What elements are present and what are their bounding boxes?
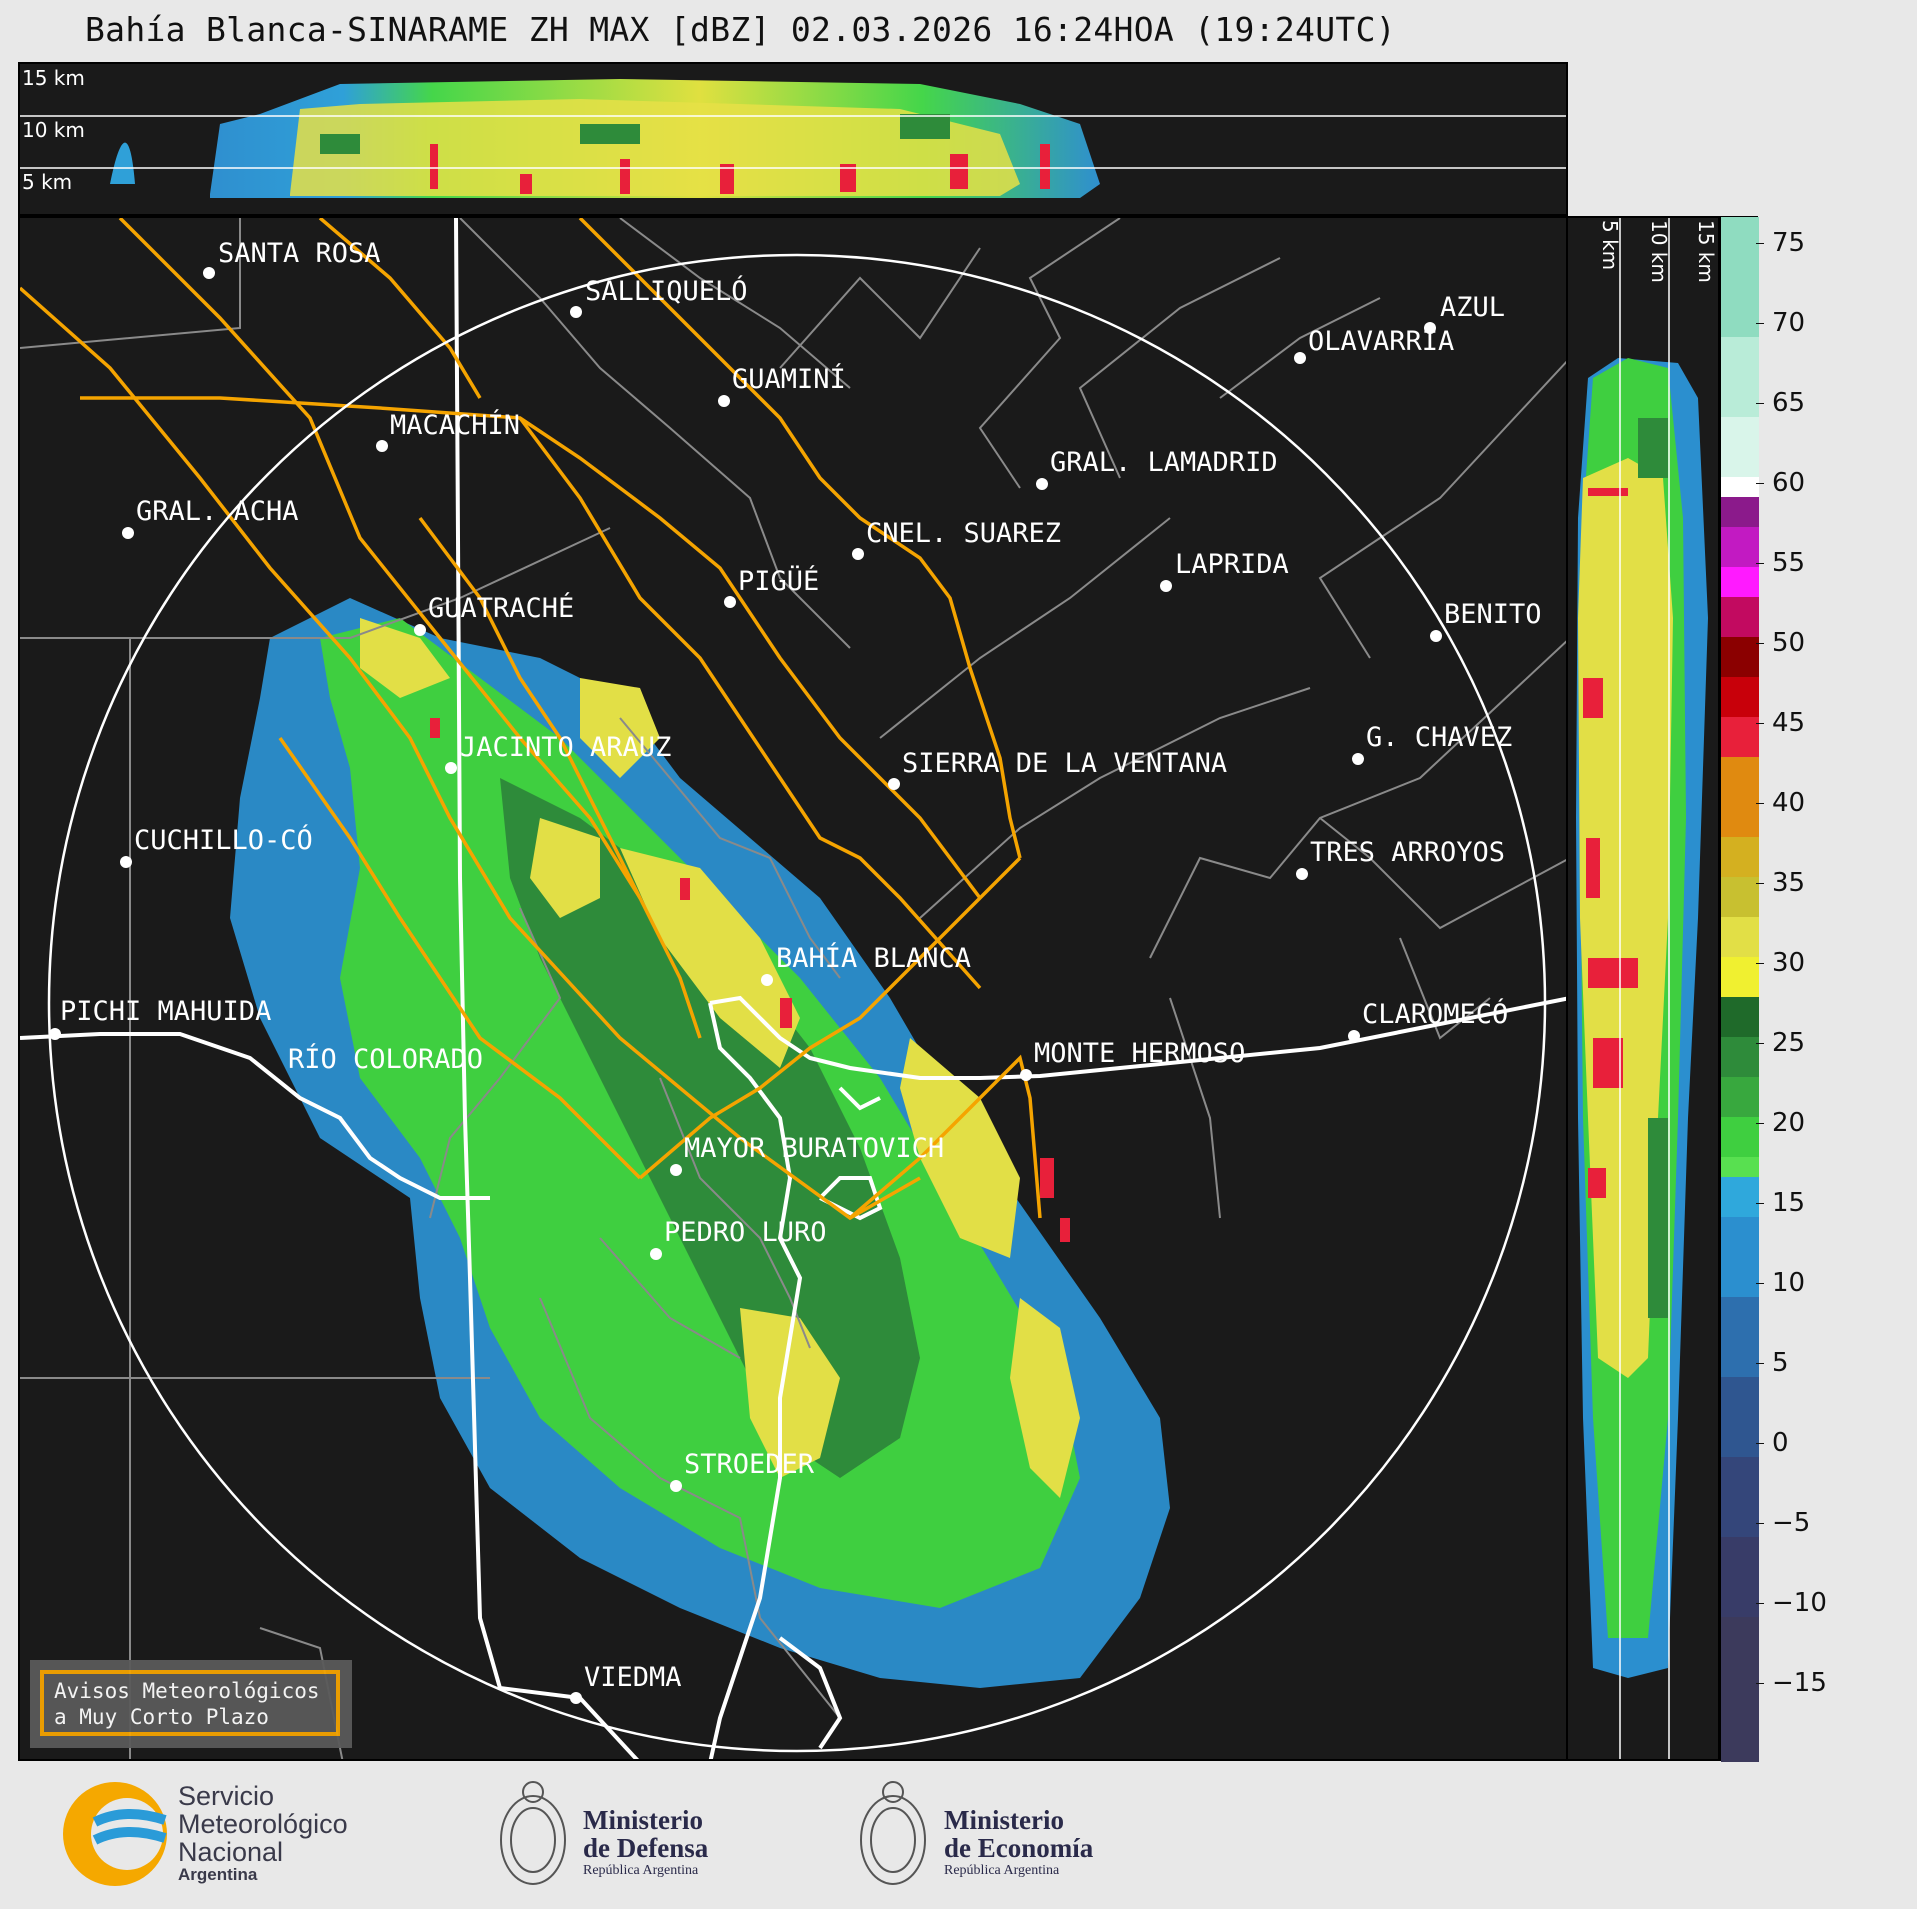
city-label-mayor-buratovich: MAYOR BURATOVICH xyxy=(684,1133,945,1164)
city-label-laprida: LAPRIDA xyxy=(1175,549,1289,580)
city-label-claromeco: CLAROMECÓ xyxy=(1362,999,1509,1030)
colorbar-tick-minus15: −15 xyxy=(1756,1668,1827,1698)
smn-logo-line1: Servicio xyxy=(178,1781,275,1811)
colorbar-tick-5: 5 xyxy=(1756,1348,1789,1378)
city-label-stroeder: STROEDER xyxy=(684,1449,815,1480)
colorbar-tick-minus10: −10 xyxy=(1756,1588,1827,1618)
city-label-monte-hermoso: MONTE HERMOSO xyxy=(1034,1038,1246,1069)
city-label-rio-colorado: RÍO COLORADO xyxy=(288,1044,484,1075)
smn-logo-line3: Nacional xyxy=(178,1837,284,1867)
city-label-g-chavez: G. CHAVEZ xyxy=(1366,722,1513,753)
colorbar-tick-45: 45 xyxy=(1755,708,1805,738)
dbz-colorbar-svg xyxy=(1721,217,1759,1762)
city-label-benito: BENITO xyxy=(1444,599,1542,630)
smn-logo-line2: Meteorológico xyxy=(178,1809,348,1839)
side-echo-red-cells xyxy=(1583,488,1638,1198)
radar-map-panel: SANTA ROSA SALLIQUELÓ AZUL OLAVARRÍA GUA… xyxy=(18,216,1568,1761)
side-alt-label-15: 15 km xyxy=(1694,220,1718,283)
city-label-santa-rosa: SANTA ROSA xyxy=(218,238,381,269)
colorbar-tick-35: 35 xyxy=(1755,868,1805,898)
colorbar-tick-75: 75 xyxy=(1755,228,1805,258)
radar-map-svg xyxy=(20,218,1566,1759)
economia-logo-line1: Ministerio xyxy=(944,1805,1064,1835)
defensa-seal xyxy=(500,1781,566,1885)
economia-seal xyxy=(860,1781,926,1885)
city-label-guamini: GUAMINÍ xyxy=(732,364,846,395)
side-echo-darkgreen xyxy=(1638,418,1668,1318)
colorbar-tick-55: 55 xyxy=(1755,548,1805,578)
colorbar-tick-70: 70 xyxy=(1755,308,1805,338)
footer-logos-svg xyxy=(63,1781,926,1886)
colorbar-tick-65: 65 xyxy=(1755,388,1805,418)
defensa-logo-line3: República Argentina xyxy=(583,1863,699,1878)
defensa-logo-line2: de Defensa xyxy=(583,1833,709,1863)
defensa-logo-line1: Ministerio xyxy=(583,1805,703,1835)
colorbar-tick-20: 20 xyxy=(1755,1108,1805,1138)
chart-title: Bahía Blanca-SINARAME ZH MAX [dBZ] 02.03… xyxy=(85,10,1396,49)
colorbar-tick-minus5: −5 xyxy=(1755,1508,1810,1538)
echo-red-cells xyxy=(430,718,1070,1242)
echo-darkgreen xyxy=(500,778,920,1478)
warnings-legend-inner: Avisos Meteorológicos a Muy Corto Plazo xyxy=(40,1670,340,1736)
city-label-bahia-blanca: BAHÍA BLANCA xyxy=(776,943,972,974)
colorbar-tick-15: 15 xyxy=(1755,1188,1805,1218)
colorbar-tick-30: 30 xyxy=(1755,948,1805,978)
colorbar-tick-50: 50 xyxy=(1755,628,1805,658)
smn-logo-line4: Argentina xyxy=(178,1865,258,1884)
city-label-tres-arroyos: TRES ARROYOS xyxy=(1310,837,1506,868)
colorbar-tick-10: 10 xyxy=(1755,1268,1805,1298)
footer-logos: Servicio Meteorológico Nacional Argentin… xyxy=(0,1762,1917,1909)
colorbar-tick-40: 40 xyxy=(1755,788,1805,818)
top-alt-label-5: 5 km xyxy=(22,170,73,194)
city-label-pigue: PIGÜÉ xyxy=(738,566,820,597)
side-alt-label-10: 10 km xyxy=(1647,220,1671,283)
side-cross-section-panel: 5 km 10 km 15 km xyxy=(1568,216,1720,1761)
defensa-logo-text: Ministerio de Defensa República Argentin… xyxy=(583,1806,708,1880)
city-label-viedma: VIEDMA xyxy=(584,1662,682,1693)
city-dots xyxy=(49,267,1442,1704)
province-boundary xyxy=(20,218,640,1759)
city-label-gral-lamadrid: GRAL. LAMADRID xyxy=(1050,447,1278,478)
echo-yellow-cells xyxy=(360,618,1080,1498)
top-echo-green-cells xyxy=(320,114,950,154)
city-label-olavarria: OLAVARRÍA xyxy=(1308,326,1455,357)
coastline xyxy=(708,995,1566,1759)
city-label-cnel-suarez: CNEL. SUAREZ xyxy=(866,518,1062,549)
colorbar-tick-0: 0 xyxy=(1756,1428,1789,1458)
economia-logo-line2: de Economía xyxy=(944,1833,1094,1863)
city-label-gral-acha: GRAL. ACHA xyxy=(136,496,299,527)
top-alt-label-15: 15 km xyxy=(22,66,85,90)
top-cross-section-svg xyxy=(20,79,1566,198)
smn-logo-mark xyxy=(63,1782,167,1886)
warning-polygons xyxy=(20,218,1042,1221)
top-alt-label-10: 10 km xyxy=(22,118,85,142)
economia-logo-text: Ministerio de Economía República Argenti… xyxy=(944,1806,1093,1880)
city-label-pichi-mahuida: PICHI MAHUIDA xyxy=(60,996,272,1027)
city-label-azul: AZUL xyxy=(1440,292,1506,323)
warnings-legend-line1: Avisos Meteorológicos xyxy=(54,1679,320,1703)
top-echo-band xyxy=(110,142,135,184)
warnings-legend-line2: a Muy Corto Plazo xyxy=(54,1705,269,1729)
side-alt-label-5: 5 km xyxy=(1598,220,1622,271)
side-cross-section-svg xyxy=(1576,218,1708,1759)
city-label-guatrache: GUATRACHÉ xyxy=(428,593,575,624)
range-ring xyxy=(47,253,1547,1753)
smn-logo-text: Servicio Meteorológico Nacional Argentin… xyxy=(178,1782,348,1884)
city-label-sierra-de-la-ventana: SIERRA DE LA VENTANA xyxy=(902,748,1228,779)
warnings-legend-box: Avisos Meteorológicos a Muy Corto Plazo xyxy=(30,1660,352,1748)
top-echo-cells xyxy=(430,144,1050,194)
economia-logo-line3: República Argentina xyxy=(944,1863,1060,1878)
top-cross-section-panel: 15 km 10 km 5 km xyxy=(18,62,1568,216)
top-echo-core xyxy=(290,99,1020,196)
city-label-salliquelo: SALLIQUELÓ xyxy=(585,276,748,307)
dbz-colorbar xyxy=(1720,216,1759,1762)
city-label-pedro-luro: PEDRO LURO xyxy=(664,1217,827,1248)
city-label-jacinto-arauz: JACINTO ARAUZ xyxy=(460,732,672,763)
city-label-macachin: MACACHÍN xyxy=(390,410,521,441)
colorbar-tick-60: 60 xyxy=(1755,468,1805,498)
city-label-cuchillo-co: CUCHILLO-CÓ xyxy=(134,825,313,856)
colorbar-tick-25: 25 xyxy=(1755,1028,1805,1058)
